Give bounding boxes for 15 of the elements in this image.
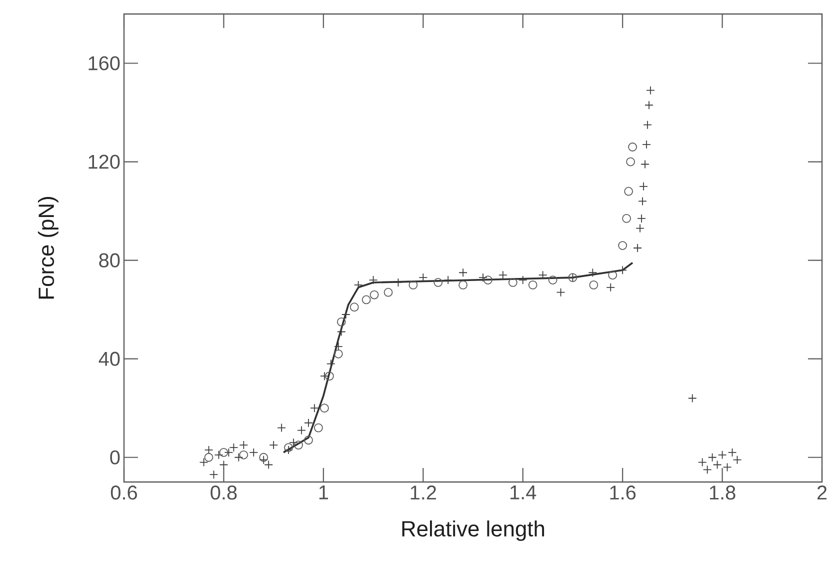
x-tick-label: 1 bbox=[319, 486, 328, 500]
x-axis-title: Relative length bbox=[402, 520, 544, 541]
y-tick-label: 40 bbox=[98, 352, 120, 366]
y-tick-label: 0 bbox=[110, 450, 120, 464]
x-tick-label: 1.8 bbox=[710, 486, 736, 500]
y-tick-label: 160 bbox=[88, 56, 120, 70]
x-tick-label: 0.8 bbox=[210, 486, 237, 500]
x-tick-label: 0.6 bbox=[110, 486, 137, 500]
x-tick-label: 1.6 bbox=[610, 486, 636, 500]
x-tick-label: 2 bbox=[817, 486, 827, 500]
x-tick-label: 1.2 bbox=[410, 486, 436, 500]
y-axis-title: Force (pN) bbox=[38, 197, 58, 299]
y-tick-label: 120 bbox=[88, 154, 120, 169]
x-tick-label: 1.4 bbox=[510, 486, 536, 500]
y-tick-label: 80 bbox=[99, 253, 120, 268]
